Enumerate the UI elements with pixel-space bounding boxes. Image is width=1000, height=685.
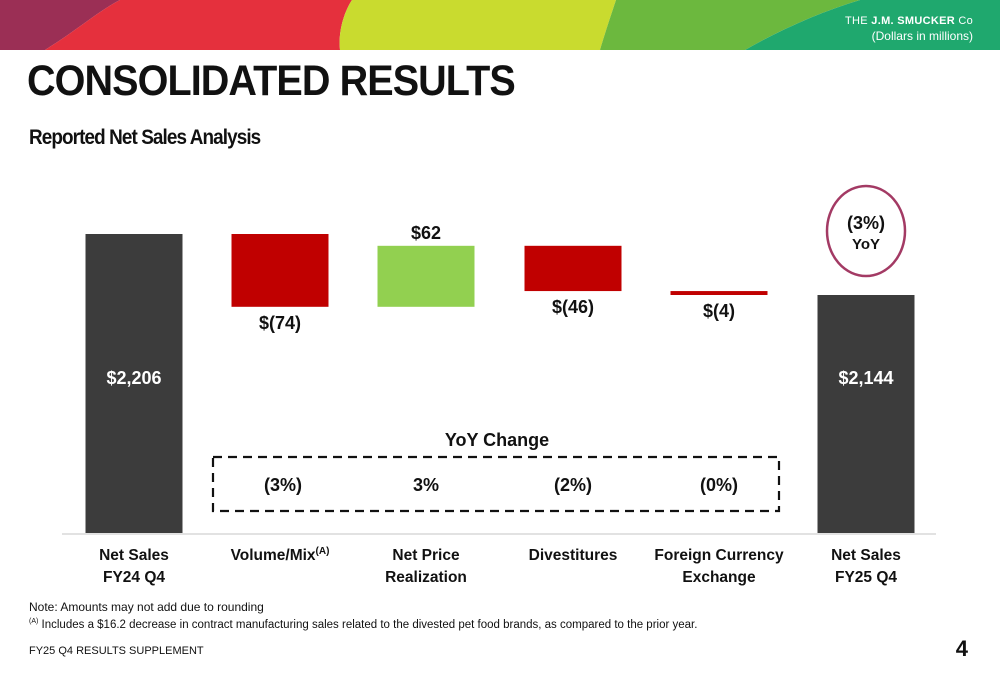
value-label-4: $(4) bbox=[703, 301, 735, 321]
page-subtitle: Reported Net Sales Analysis bbox=[29, 126, 261, 149]
page-title: CONSOLIDATED RESULTS bbox=[27, 57, 516, 105]
banner-graphic bbox=[0, 0, 1000, 50]
bar-1 bbox=[231, 234, 329, 307]
yoy-change-title: YoY Change bbox=[445, 430, 549, 450]
footnote-text: Includes a $16.2 decrease in contract ma… bbox=[38, 618, 698, 631]
bar-4 bbox=[670, 291, 768, 295]
total-yoy-label: YoY bbox=[852, 236, 880, 253]
footnote: (A) Includes a $16.2 decrease in contrac… bbox=[29, 618, 697, 631]
footnote-marker: (A) bbox=[29, 618, 39, 625]
bar-0 bbox=[85, 234, 183, 533]
category-label-4: Foreign Currency Exchange bbox=[654, 547, 784, 586]
units-note: (Dollars in millions) bbox=[871, 29, 973, 43]
value-label-3: $(46) bbox=[552, 297, 594, 317]
bar-2 bbox=[377, 245, 475, 307]
value-label-2: $62 bbox=[411, 223, 441, 243]
category-label-2: Net Price Realization bbox=[385, 547, 467, 586]
category-label-3: Divestitures bbox=[529, 547, 618, 564]
value-label-0: $2,206 bbox=[106, 368, 161, 388]
category-label-5: Net Sales FY25 Q4 bbox=[831, 547, 901, 586]
page-number: 4 bbox=[955, 636, 968, 661]
value-label-5: $2,144 bbox=[838, 368, 893, 388]
yoy-change-value-4: (0%) bbox=[700, 475, 738, 495]
yoy-change-box bbox=[211, 455, 781, 513]
category-label-0: Net Sales FY24 Q4 bbox=[99, 547, 169, 586]
value-label-1: $(74) bbox=[259, 313, 301, 333]
rounding-note: Note: Amounts may not add due to roundin… bbox=[29, 600, 264, 614]
total-yoy-value: (3%) bbox=[847, 213, 885, 233]
yoy-change-value-3: (2%) bbox=[554, 475, 592, 495]
yoy-change-value-2: 3% bbox=[413, 475, 439, 495]
bar-5 bbox=[817, 295, 915, 533]
bar-3 bbox=[524, 245, 622, 292]
company-logo: THE J.M. SMUCKER Co (Dollars in millions… bbox=[845, 15, 973, 43]
total-yoy-circle bbox=[825, 184, 907, 278]
footer-label: FY25 Q4 RESULTS SUPPLEMENT bbox=[29, 645, 204, 657]
yoy-change-value-1: (3%) bbox=[264, 475, 302, 495]
waterfall-chart: $2,206 $(74) $62 $(46) $(4) $2,144 YoY Change… bbox=[62, 184, 936, 586]
category-label-1: Volume/Mix(A) bbox=[231, 546, 330, 564]
header-banner: THE J.M. SMUCKER Co (Dollars in millions… bbox=[0, 0, 1000, 50]
